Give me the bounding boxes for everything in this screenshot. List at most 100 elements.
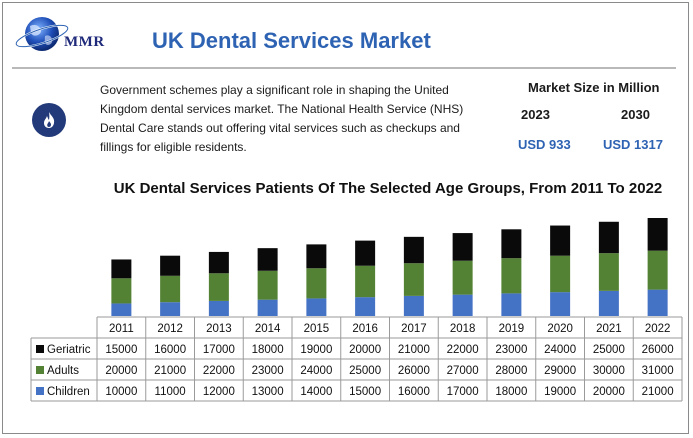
data-label-children-2016: 15000 [349,386,381,398]
bar-adults-2012 [160,275,181,303]
tick-label-2018: 2018 [450,323,476,335]
bar-geriatric-2020 [550,225,571,256]
bar-adults-2020 [550,255,571,293]
title-divider [12,67,676,69]
data-label-children-2015: 14000 [300,386,332,398]
bar-adults-2013 [208,273,229,301]
bar-geriatric-2018 [452,233,473,261]
bar-children-2021 [598,290,619,316]
data-label-adults-2012: 21000 [154,365,186,377]
market-year-2023: 2023 [521,107,550,122]
data-label-adults-2016: 25000 [349,365,381,377]
bar-adults-2018 [452,260,473,295]
data-label-adults-2015: 24000 [300,365,332,377]
logo-text: MMR [64,34,105,50]
data-label-children-2013: 12000 [203,386,235,398]
data-label-children-2012: 11000 [155,386,186,398]
data-label-geriatric-2015: 19000 [300,344,332,356]
summary-text: Government schemes play a significant ro… [100,83,464,154]
data-label-adults-2019: 28000 [495,365,527,377]
bar-geriatric-2016 [355,240,376,266]
legend-label-adults: Adults [47,365,79,377]
bar-children-2015 [306,298,327,316]
tick-label-2014: 2014 [255,323,281,335]
bar-adults-2014 [257,270,278,300]
bar-adults-2021 [598,253,619,291]
bar-adults-2015 [306,268,327,299]
tick-label-2011: 2011 [109,323,134,335]
legend-swatch-geriatric [36,345,44,353]
bar-adults-2022 [647,250,668,290]
data-label-geriatric-2021: 25000 [593,344,625,356]
data-label-children-2019: 18000 [495,386,527,398]
tick-label-2013: 2013 [206,323,232,335]
tick-label-2017: 2017 [401,323,427,335]
data-label-geriatric-2013: 17000 [203,344,235,356]
bar-children-2020 [550,292,571,316]
market-value-2030: USD 1317 [603,137,663,152]
legend-label-children: Children [47,386,90,398]
bar-children-2018 [452,294,473,316]
bar-adults-2019 [501,258,522,294]
bar-children-2019 [501,293,522,316]
data-label-adults-2013: 22000 [203,365,235,377]
data-label-children-2020: 19000 [544,386,576,398]
data-label-adults-2014: 23000 [252,365,284,377]
bar-geriatric-2019 [501,229,522,259]
legend-swatch-children [36,387,44,395]
data-label-geriatric-2016: 20000 [349,344,381,356]
data-label-adults-2018: 27000 [447,365,479,377]
bar-geriatric-2017 [403,236,424,264]
mmr-logo [12,14,122,60]
data-label-geriatric-2022: 26000 [642,344,674,356]
bar-geriatric-2013 [208,251,229,274]
bar-geriatric-2022 [647,218,668,251]
bar-children-2012 [160,302,181,316]
tick-label-2015: 2015 [304,323,330,335]
bar-children-2016 [355,297,376,316]
globe-icon [15,17,69,51]
bar-children-2014 [257,299,278,316]
bar-geriatric-2011 [111,259,132,279]
market-size-label: Market Size in Million [528,80,660,95]
data-label-adults-2021: 30000 [593,365,625,377]
bar-adults-2016 [355,265,376,298]
tick-label-2016: 2016 [352,323,378,335]
bar-geriatric-2014 [257,248,278,271]
data-label-geriatric-2014: 18000 [252,344,284,356]
tick-label-2021: 2021 [596,323,622,335]
data-label-children-2017: 16000 [398,386,430,398]
data-label-adults-2022: 31000 [642,365,674,377]
chart-title: UK Dental Services Patients Of The Selec… [113,180,663,197]
bar-children-2013 [208,300,229,316]
data-label-children-2021: 20000 [593,386,625,398]
bar-children-2017 [403,295,424,316]
data-label-geriatric-2018: 22000 [447,344,479,356]
data-label-geriatric-2011: 15000 [105,344,137,356]
market-year-2030: 2030 [621,107,650,122]
legend-label-geriatric: Geriatric [47,344,91,356]
data-label-geriatric-2012: 16000 [154,344,186,356]
tick-label-2022: 2022 [645,323,671,335]
market-value-2023: USD 933 [518,137,571,152]
data-label-adults-2011: 20000 [105,365,137,377]
data-label-geriatric-2019: 23000 [495,344,527,356]
bar-adults-2017 [403,263,424,296]
legend-swatch-adults [36,366,44,374]
data-label-children-2014: 13000 [252,386,284,398]
bar-children-2022 [647,289,668,316]
flame-icon [32,103,66,137]
bar-children-2011 [111,303,132,316]
data-label-children-2011: 10000 [105,386,137,398]
infographic-frame [2,2,689,434]
bar-geriatric-2015 [306,244,327,269]
bar-adults-2011 [111,278,132,304]
bar-geriatric-2021 [598,221,619,254]
page-title: UK Dental Services Market [152,28,431,53]
tick-label-2019: 2019 [499,323,525,335]
data-label-children-2018: 17000 [447,386,479,398]
data-label-adults-2020: 29000 [544,365,576,377]
tick-label-2012: 2012 [157,323,183,335]
data-label-adults-2017: 26000 [398,365,430,377]
